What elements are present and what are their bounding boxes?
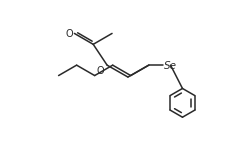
Text: O: O (66, 29, 73, 39)
Text: Se: Se (164, 61, 177, 71)
Text: O: O (97, 66, 104, 76)
